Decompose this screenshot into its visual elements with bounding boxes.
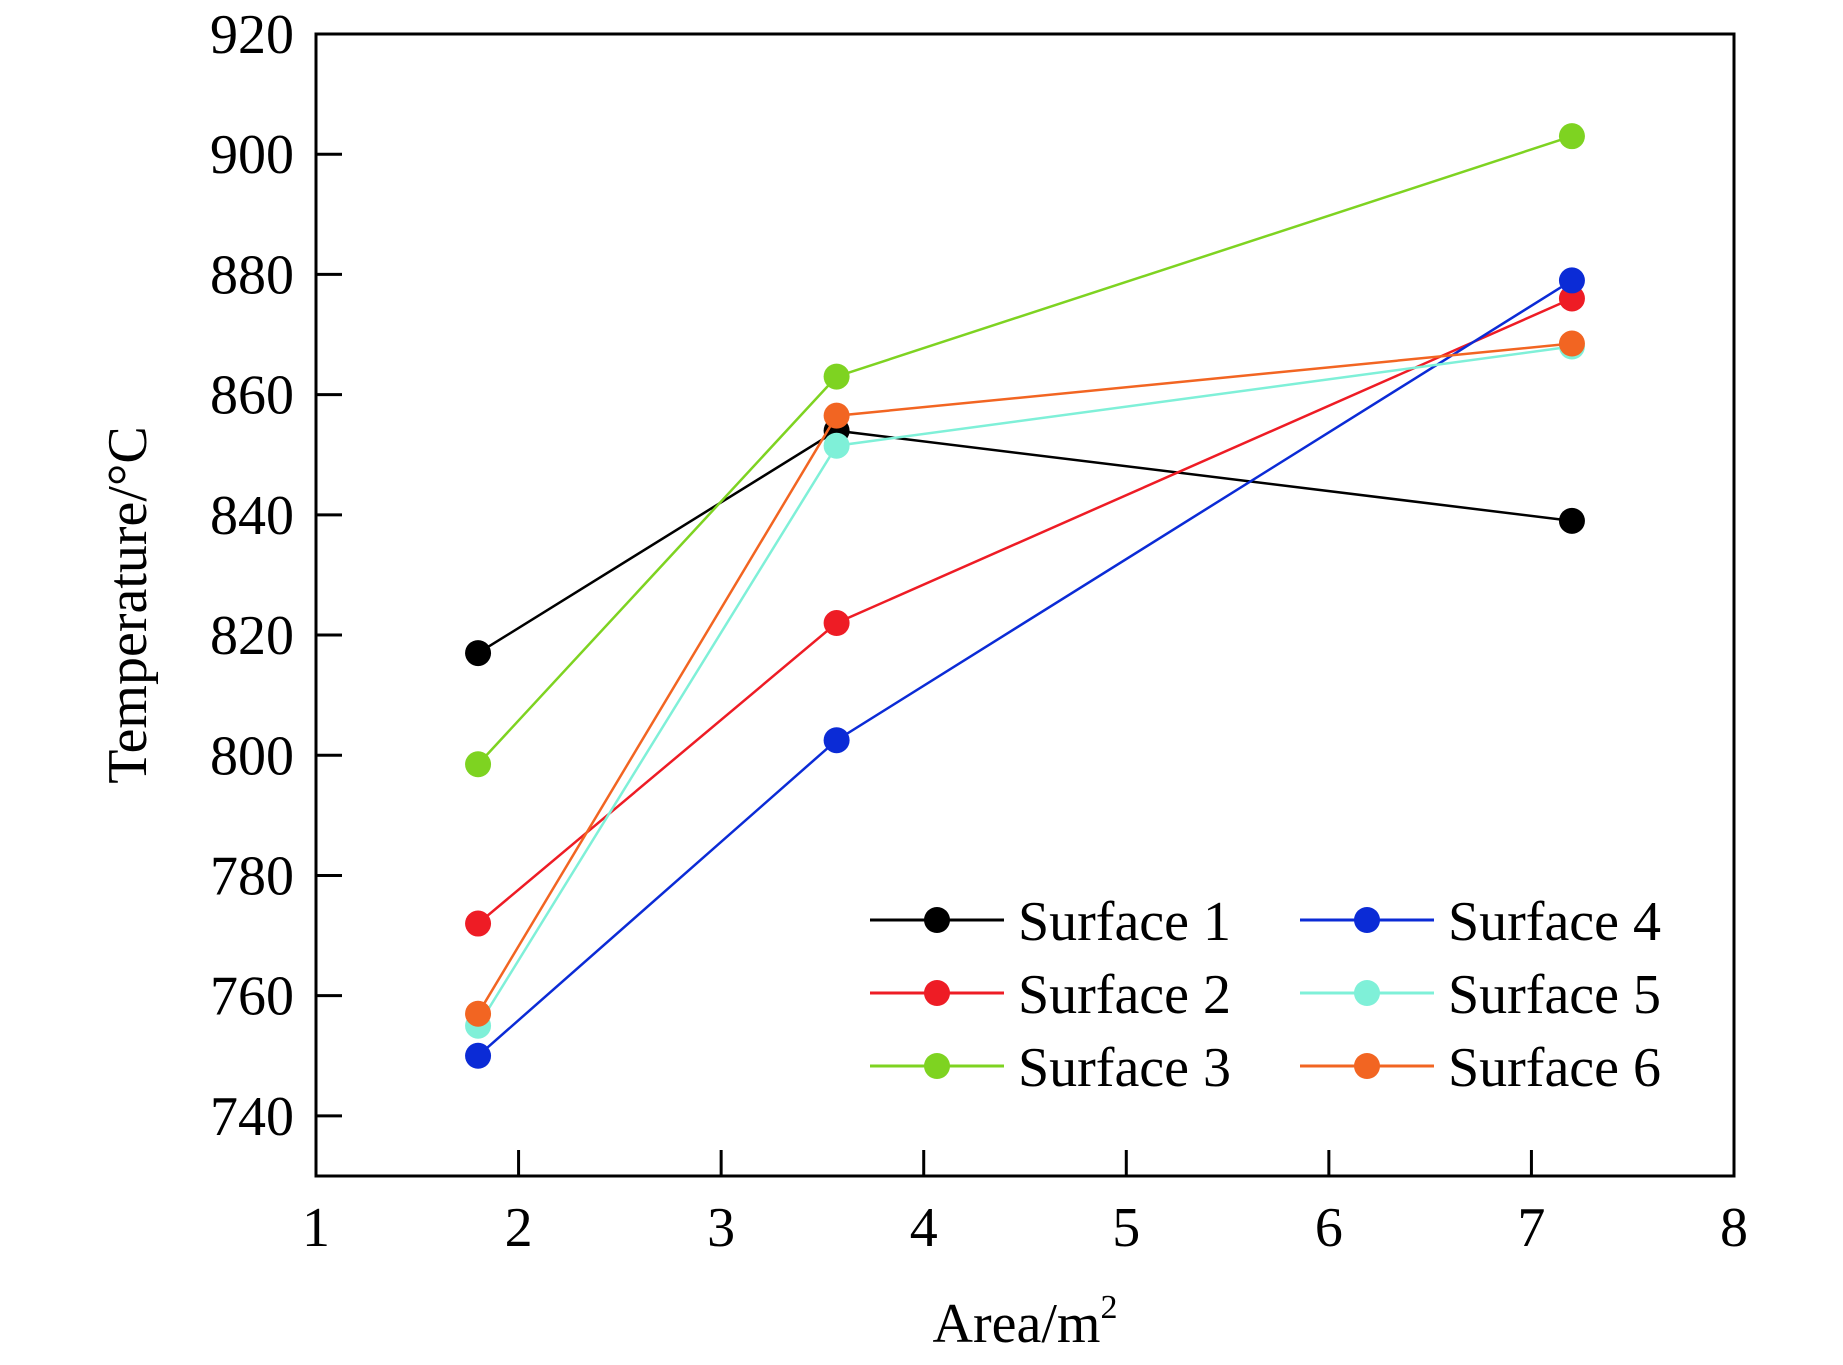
- plot-frame: [314, 32, 1736, 1178]
- series-2: [465, 285, 1585, 937]
- series-line: [477, 429, 1573, 655]
- x-tick-label: 8: [1720, 1197, 1748, 1259]
- data-point: [465, 751, 492, 778]
- x-tick-label: 6: [1315, 1197, 1343, 1259]
- series-1: [465, 417, 1585, 667]
- legend-item: Surface 3: [870, 1037, 1231, 1099]
- y-tick-label: 800: [210, 725, 294, 787]
- x-tick-label: 1: [302, 1197, 330, 1259]
- legend-item: Surface 1: [870, 891, 1231, 953]
- legend: Surface 1 Surface 2 Surface 3 Surface 4 Surf…: [870, 891, 1661, 1099]
- legend-item: Surface 4: [1300, 891, 1661, 953]
- y-axis-title: Temperature/°C: [97, 426, 159, 783]
- legend-item: Surface 2: [870, 964, 1231, 1026]
- plot-area: [314, 32, 1736, 1178]
- y-tick-label: 900: [210, 124, 294, 186]
- x-axis-title: Area/m2: [933, 1289, 1118, 1355]
- y-tick-label: 820: [210, 605, 294, 667]
- legend-label: Surface 1: [1018, 891, 1231, 953]
- legend-marker: [924, 980, 950, 1006]
- legend-marker: [1354, 980, 1380, 1006]
- data-point: [823, 402, 850, 429]
- series-3: [465, 123, 1585, 778]
- x-tick-label: 3: [707, 1197, 735, 1259]
- legend-item: Surface 6: [1300, 1037, 1661, 1099]
- y-tick-label: 920: [210, 4, 294, 66]
- y-tick-label: 760: [210, 966, 294, 1028]
- data-point: [465, 910, 492, 937]
- x-tick-label: 7: [1517, 1197, 1545, 1259]
- data-point: [823, 610, 850, 637]
- legend-label: Surface 6: [1448, 1037, 1661, 1099]
- series-line: [477, 135, 1573, 766]
- legend-marker: [1354, 1053, 1380, 1079]
- axis-ticks: 1 2 3 4 5 6 7 8 740 760 780 800 820 840 860 880 900 920: [210, 4, 1748, 1259]
- y-tick-label: 780: [210, 845, 294, 907]
- data-point: [465, 1042, 492, 1069]
- legend-label: Surface 5: [1448, 964, 1661, 1026]
- legend-item: Surface 5: [1300, 964, 1661, 1026]
- data-point: [823, 363, 850, 390]
- series-4: [465, 267, 1585, 1069]
- series-line: [477, 297, 1573, 925]
- data-point: [1558, 330, 1585, 357]
- x-tick-label: 5: [1112, 1197, 1140, 1259]
- series-lines: [465, 123, 1585, 1069]
- data-point: [823, 727, 850, 754]
- x-axis-title-superscript: 2: [1100, 1289, 1117, 1326]
- data-point: [465, 640, 492, 667]
- x-tick-label: 2: [505, 1197, 533, 1259]
- series-6: [465, 330, 1585, 1027]
- legend-marker: [1354, 907, 1380, 933]
- data-point: [823, 432, 850, 459]
- y-tick-label: 840: [210, 485, 294, 547]
- data-point: [465, 1000, 492, 1027]
- x-tick-label: 4: [910, 1197, 938, 1259]
- data-point: [1558, 285, 1585, 312]
- data-point: [1558, 123, 1585, 150]
- y-tick-label: 860: [210, 365, 294, 427]
- legend-label: Surface 4: [1448, 891, 1661, 953]
- legend-label: Surface 3: [1018, 1037, 1231, 1099]
- data-point: [1558, 507, 1585, 534]
- data-point: [1558, 267, 1585, 294]
- legend-marker: [924, 907, 950, 933]
- legend-label: Surface 2: [1018, 964, 1231, 1026]
- y-tick-label: 740: [210, 1086, 294, 1148]
- y-tick-label: 880: [210, 244, 294, 306]
- legend-marker: [924, 1053, 950, 1079]
